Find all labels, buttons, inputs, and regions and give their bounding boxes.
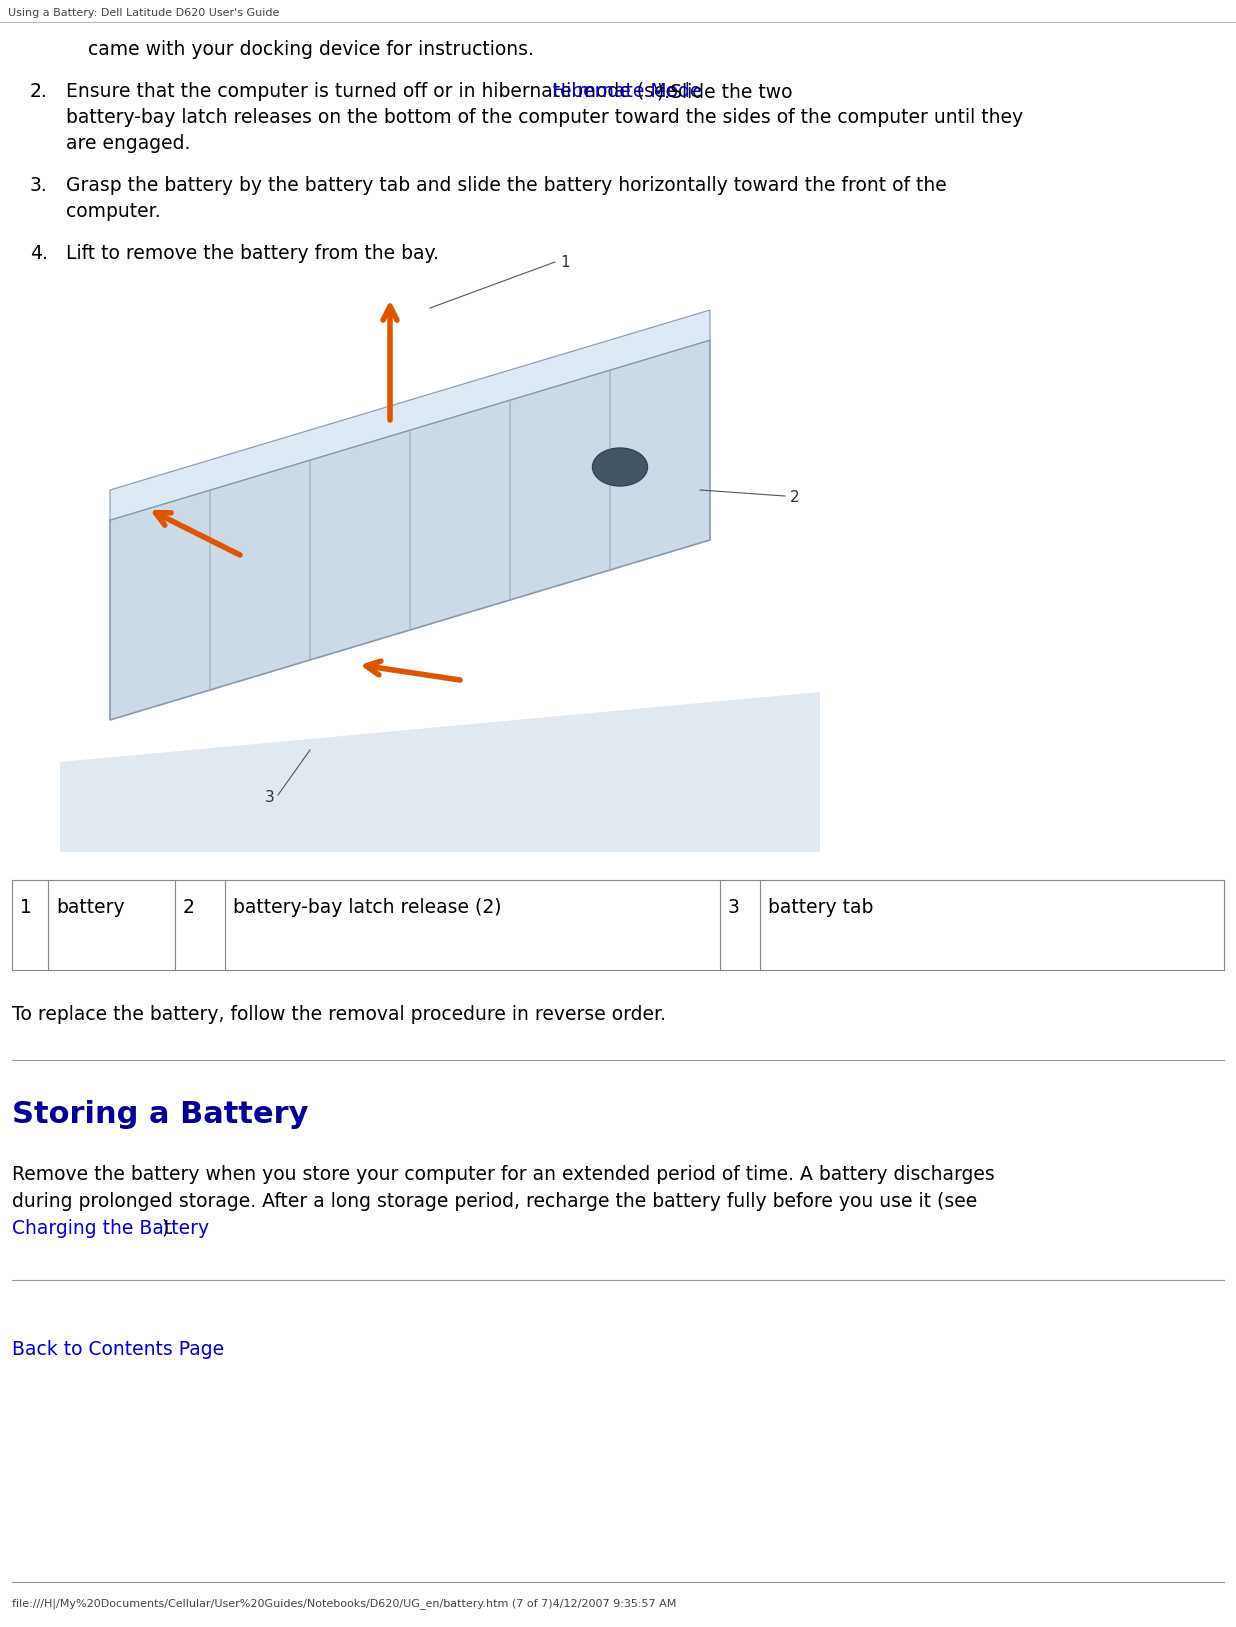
Text: Lift to remove the battery from the bay.: Lift to remove the battery from the bay. [66, 244, 439, 264]
Text: ).: ). [162, 1219, 174, 1238]
Polygon shape [61, 691, 819, 853]
Text: Grasp the battery by the battery tab and slide the battery horizontally toward t: Grasp the battery by the battery tab and… [66, 176, 947, 195]
Bar [61, 228, 819, 853]
Text: ).Slide the two: ).Slide the two [656, 81, 792, 101]
Text: Ensure that the computer is turned off or in hibernate mode (see: Ensure that the computer is turned off o… [66, 81, 684, 101]
Text: 2: 2 [183, 898, 195, 918]
Text: Hibernate Mode: Hibernate Mode [552, 81, 702, 101]
Text: 1: 1 [20, 898, 32, 918]
Text: 2.: 2. [30, 81, 48, 101]
Text: 2: 2 [790, 490, 800, 504]
Polygon shape [110, 340, 709, 721]
Text: 1: 1 [560, 255, 570, 270]
Text: 3: 3 [728, 898, 740, 918]
Text: during prolonged storage. After a long storage period, recharge the battery full: during prolonged storage. After a long s… [12, 1193, 978, 1210]
Text: Charging the Battery: Charging the Battery [12, 1219, 209, 1238]
Text: Using a Battery: Dell Latitude D620 User's Guide: Using a Battery: Dell Latitude D620 User… [7, 8, 279, 18]
Text: file:///H|/My%20Documents/Cellular/User%20Guides/Notebooks/D620/UG_en/battery.ht: file:///H|/My%20Documents/Cellular/User%… [12, 1598, 676, 1609]
Text: 4.: 4. [30, 244, 48, 264]
Text: Remove the battery when you store your computer for an extended period of time. : Remove the battery when you store your c… [12, 1165, 995, 1184]
Text: To replace the battery, follow the removal procedure in reverse order.: To replace the battery, follow the remov… [12, 1005, 666, 1023]
Text: came with your docking device for instructions.: came with your docking device for instru… [88, 41, 534, 59]
Text: battery-bay latch release (2): battery-bay latch release (2) [234, 898, 502, 918]
Text: battery: battery [56, 898, 125, 918]
Text: 3.: 3. [30, 176, 48, 195]
Text: Storing a Battery: Storing a Battery [12, 1100, 309, 1129]
Text: Back to Contents Page: Back to Contents Page [12, 1341, 224, 1359]
Text: battery-bay latch releases on the bottom of the computer toward the sides of the: battery-bay latch releases on the bottom… [66, 107, 1023, 127]
Text: battery tab: battery tab [768, 898, 874, 918]
Text: computer.: computer. [66, 202, 161, 221]
Ellipse shape [592, 447, 648, 486]
Text: 3: 3 [265, 791, 274, 805]
Polygon shape [110, 311, 709, 521]
Text: are engaged.: are engaged. [66, 133, 190, 153]
